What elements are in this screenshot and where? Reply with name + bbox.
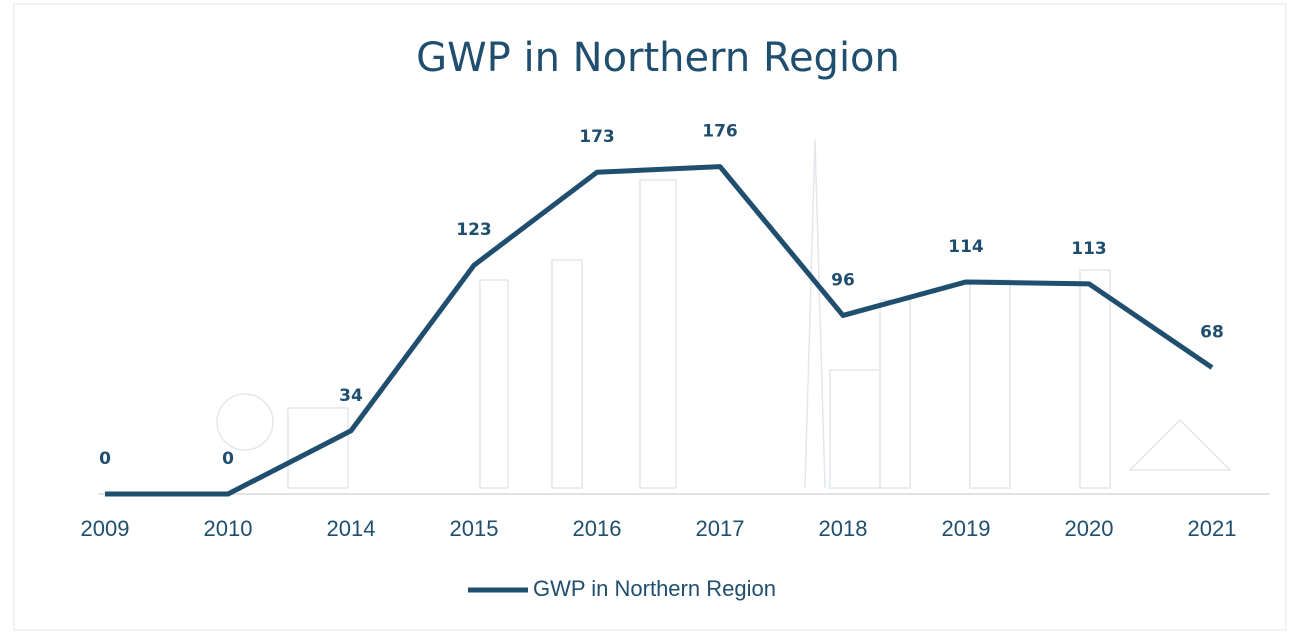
x-tick-label: 2019 bbox=[942, 516, 991, 541]
x-tick-label: 2010 bbox=[204, 516, 253, 541]
x-tick-label: 2021 bbox=[1188, 516, 1237, 541]
data-label: 0 bbox=[222, 449, 234, 469]
data-label: 34 bbox=[339, 386, 363, 406]
data-label: 123 bbox=[456, 220, 492, 240]
data-label: 173 bbox=[579, 127, 615, 147]
legend-label: GWP in Northern Region bbox=[533, 576, 776, 601]
chart-title: GWP in Northern Region bbox=[416, 35, 900, 81]
data-label: 114 bbox=[948, 237, 984, 257]
data-label: 176 bbox=[702, 122, 738, 142]
data-label: 113 bbox=[1071, 239, 1107, 259]
data-line bbox=[105, 164, 1214, 497]
x-tick-label: 2018 bbox=[819, 516, 868, 541]
data-label: 68 bbox=[1200, 323, 1224, 343]
chart-frame bbox=[13, 3, 1287, 631]
x-tick-label: 2009 bbox=[81, 516, 130, 541]
skyline-background bbox=[216, 139, 1232, 489]
x-tick-label: 2014 bbox=[327, 516, 376, 541]
x-tick-label: 2017 bbox=[696, 516, 745, 541]
data-label: 0 bbox=[99, 449, 111, 469]
x-tick-label: 2016 bbox=[573, 516, 622, 541]
x-tick-label: 2015 bbox=[450, 516, 499, 541]
x-tick-label: 2020 bbox=[1065, 516, 1114, 541]
data-label: 96 bbox=[831, 270, 855, 290]
